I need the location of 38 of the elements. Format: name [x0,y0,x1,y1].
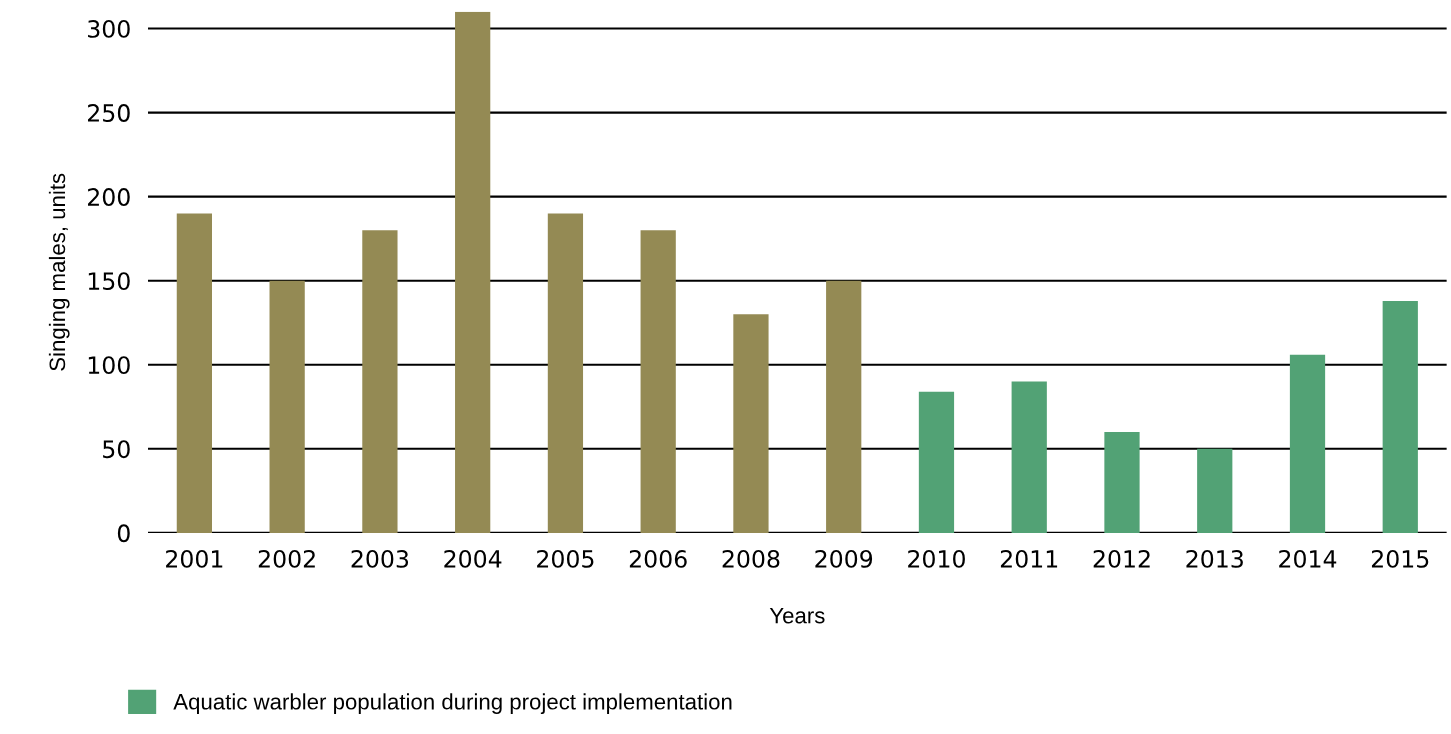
x-tick-label: 2005 [537,549,594,568]
bar [1197,448,1233,533]
x-axis-title: Years [769,607,825,624]
bar [1289,354,1326,533]
bar [1011,381,1047,533]
bar [918,391,955,533]
bar [640,230,676,533]
bar [362,230,398,533]
x-tick-label: 2010 [908,549,965,568]
x-tick-label: 2012 [1093,549,1150,568]
bar [547,213,584,533]
legend-label: Aquatic warbler population during project implementation [173,693,732,714]
y-tick-label: 50 [103,440,130,459]
x-tick-label: 2011 [1000,549,1058,568]
x-tick-label: 2008 [722,549,780,568]
y-tick-label: 100 [88,356,130,375]
x-tick-label: 2014 [1279,549,1337,568]
bar [455,11,491,533]
x-tick-label: 2004 [444,549,502,568]
y-tick-label: 0 [117,524,130,543]
x-tick-label: 2015 [1371,549,1429,568]
y-tick-label: 150 [88,272,130,291]
x-tick-label: 2001 [166,549,223,568]
x-tick-label: 2009 [815,549,873,568]
x-tick-label: 2002 [258,549,315,568]
bar [176,213,213,533]
y-axis-title: Singing males, units [48,173,70,371]
bar [1382,300,1418,533]
bar [733,314,769,533]
bar [269,280,305,533]
y-tick-label: 250 [88,104,130,122]
bar [826,280,862,533]
x-tick-label: 2013 [1186,549,1243,568]
y-tick-label: 300 [88,20,130,38]
bar [1104,432,1140,533]
x-tick-label: 2006 [629,549,687,568]
y-tick-label: 200 [88,188,130,206]
x-tick-label: 2003 [351,549,409,568]
